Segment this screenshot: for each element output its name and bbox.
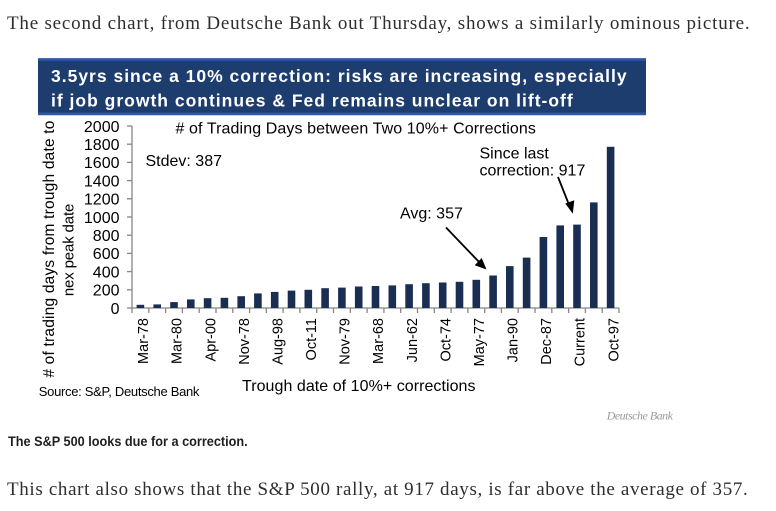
- svg-text:nex peak date: nex peak date: [61, 204, 78, 296]
- svg-text:Jun-62: Jun-62: [405, 318, 421, 362]
- svg-text:3.5yrs since a 10% correction:: 3.5yrs since a 10% correction: risks are…: [51, 66, 628, 86]
- svg-text:Apr-00: Apr-00: [203, 318, 219, 362]
- svg-text:1600: 1600: [84, 155, 120, 172]
- svg-text:Oct-74: Oct-74: [438, 318, 454, 362]
- svg-text:Avg: 357: Avg: 357: [400, 206, 463, 223]
- svg-text:Stdev: 387: Stdev: 387: [146, 153, 223, 170]
- svg-text:200: 200: [93, 283, 120, 300]
- svg-text:Jan-90: Jan-90: [506, 318, 522, 362]
- svg-text:Current: Current: [573, 318, 589, 366]
- svg-text:0: 0: [111, 301, 120, 318]
- svg-text:1200: 1200: [84, 192, 120, 209]
- svg-text:1800: 1800: [84, 137, 120, 154]
- svg-text:correction: 917: correction: 917: [480, 163, 586, 180]
- svg-text:1400: 1400: [84, 173, 120, 190]
- svg-text:Source: S&P, Deutsche Bank: Source: S&P, Deutsche Bank: [39, 384, 200, 399]
- svg-text:Oct-97: Oct-97: [606, 318, 622, 362]
- svg-text:Mar-68: Mar-68: [371, 318, 387, 364]
- svg-text:Nov-79: Nov-79: [338, 318, 354, 365]
- svg-text:Mar-80: Mar-80: [170, 318, 186, 364]
- svg-text:Oct-11: Oct-11: [304, 318, 320, 360]
- svg-text:Deutsche Bank: Deutsche Bank: [606, 409, 674, 423]
- svg-text:800: 800: [93, 228, 120, 245]
- svg-text:if job growth continues & Fed: if job growth continues & Fed remains un…: [51, 90, 574, 110]
- svg-text:600: 600: [93, 246, 120, 263]
- svg-text:# of trading days from trough: # of trading days from trough date to: [41, 120, 58, 377]
- svg-text:# of Trading Days between Two: # of Trading Days between Two 10%+ Corre…: [176, 121, 537, 138]
- svg-text:May-77: May-77: [472, 318, 488, 366]
- svg-text:1000: 1000: [84, 210, 120, 227]
- svg-text:Aug-98: Aug-98: [270, 318, 286, 365]
- svg-text:Dec-87: Dec-87: [539, 318, 555, 365]
- svg-text:400: 400: [93, 264, 120, 281]
- svg-text:Nov-78: Nov-78: [237, 318, 253, 365]
- svg-text:Since last: Since last: [480, 146, 550, 163]
- svg-text:2000: 2000: [84, 119, 120, 136]
- svg-text:Mar-78: Mar-78: [136, 318, 152, 364]
- svg-text:Trough date of 10%+ correction: Trough date of 10%+ corrections: [242, 378, 476, 395]
